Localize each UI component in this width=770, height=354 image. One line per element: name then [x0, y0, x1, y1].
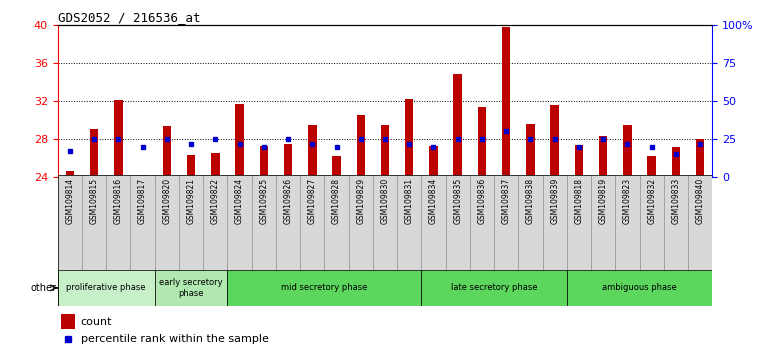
Bar: [494, 175, 518, 269]
Bar: [405, 99, 413, 177]
Bar: [227, 175, 252, 269]
Bar: [567, 269, 712, 306]
Text: GSM109817: GSM109817: [138, 178, 147, 224]
Text: GSM109828: GSM109828: [332, 178, 341, 224]
Text: late secretory phase: late secretory phase: [450, 283, 537, 292]
Bar: [252, 175, 276, 269]
Text: GSM109824: GSM109824: [235, 178, 244, 224]
Text: GSM109830: GSM109830: [380, 178, 390, 224]
Bar: [526, 124, 534, 177]
Text: GSM109832: GSM109832: [647, 178, 656, 224]
Bar: [446, 175, 470, 269]
Bar: [227, 269, 421, 306]
Text: GSM109839: GSM109839: [551, 178, 559, 224]
Bar: [211, 153, 219, 177]
Bar: [477, 107, 486, 177]
Bar: [179, 175, 203, 269]
Text: GSM109826: GSM109826: [283, 178, 293, 224]
Bar: [236, 104, 244, 177]
Bar: [671, 147, 680, 177]
Bar: [664, 175, 688, 269]
Bar: [276, 175, 300, 269]
Text: GSM109820: GSM109820: [162, 178, 172, 224]
Bar: [543, 175, 567, 269]
Text: count: count: [81, 316, 112, 327]
Bar: [518, 175, 543, 269]
Text: GSM109818: GSM109818: [574, 178, 584, 224]
Bar: [58, 269, 155, 306]
Bar: [470, 175, 494, 269]
Text: GSM109840: GSM109840: [695, 178, 705, 224]
Bar: [454, 74, 462, 177]
Bar: [429, 145, 437, 177]
Bar: [308, 125, 316, 177]
Bar: [90, 130, 99, 177]
Bar: [114, 100, 122, 177]
Bar: [421, 269, 567, 306]
Bar: [139, 175, 147, 177]
Bar: [349, 175, 373, 269]
Bar: [357, 115, 365, 177]
Text: GSM109833: GSM109833: [671, 178, 681, 224]
Text: GSM109815: GSM109815: [89, 178, 99, 224]
Bar: [648, 156, 656, 177]
Text: GDS2052 / 216536_at: GDS2052 / 216536_at: [58, 11, 200, 24]
Bar: [380, 125, 390, 177]
Text: other: other: [31, 283, 56, 293]
Bar: [421, 175, 446, 269]
Bar: [397, 175, 421, 269]
Bar: [155, 269, 227, 306]
Bar: [502, 27, 511, 177]
Text: GSM109834: GSM109834: [429, 178, 438, 224]
Text: GSM109829: GSM109829: [357, 178, 365, 224]
Bar: [333, 156, 341, 177]
Bar: [61, 314, 75, 329]
Bar: [106, 175, 130, 269]
Bar: [623, 125, 631, 177]
Bar: [574, 145, 583, 177]
Text: GSM109836: GSM109836: [477, 178, 487, 224]
Bar: [155, 175, 179, 269]
Text: GSM109823: GSM109823: [623, 178, 632, 224]
Bar: [373, 175, 397, 269]
Text: proliferative phase: proliferative phase: [66, 283, 146, 292]
Bar: [65, 171, 74, 177]
Text: GSM109835: GSM109835: [454, 178, 462, 224]
Bar: [284, 144, 293, 177]
Bar: [615, 175, 640, 269]
Bar: [567, 175, 591, 269]
Text: GSM109827: GSM109827: [308, 178, 316, 224]
Bar: [58, 175, 82, 269]
Bar: [162, 126, 171, 177]
Text: early secretory
phase: early secretory phase: [159, 278, 223, 298]
Text: GSM109819: GSM109819: [598, 178, 608, 224]
Bar: [591, 175, 615, 269]
Bar: [259, 145, 268, 177]
Text: GSM109837: GSM109837: [502, 178, 511, 224]
Bar: [551, 105, 559, 177]
Text: GSM109825: GSM109825: [259, 178, 268, 224]
Text: mid secretory phase: mid secretory phase: [281, 283, 367, 292]
Bar: [203, 175, 227, 269]
Bar: [300, 175, 324, 269]
Text: GSM109822: GSM109822: [211, 178, 219, 224]
Bar: [688, 175, 712, 269]
Bar: [324, 175, 349, 269]
Bar: [599, 136, 608, 177]
Text: GSM109816: GSM109816: [114, 178, 123, 224]
Text: GSM109821: GSM109821: [186, 178, 196, 224]
Text: percentile rank within the sample: percentile rank within the sample: [81, 334, 269, 344]
Bar: [187, 155, 196, 177]
Text: GSM109814: GSM109814: [65, 178, 75, 224]
Text: GSM109831: GSM109831: [405, 178, 413, 224]
Bar: [640, 175, 664, 269]
Text: GSM109838: GSM109838: [526, 178, 535, 224]
Bar: [130, 175, 155, 269]
Bar: [82, 175, 106, 269]
Bar: [696, 139, 705, 177]
Text: ambiguous phase: ambiguous phase: [602, 283, 677, 292]
